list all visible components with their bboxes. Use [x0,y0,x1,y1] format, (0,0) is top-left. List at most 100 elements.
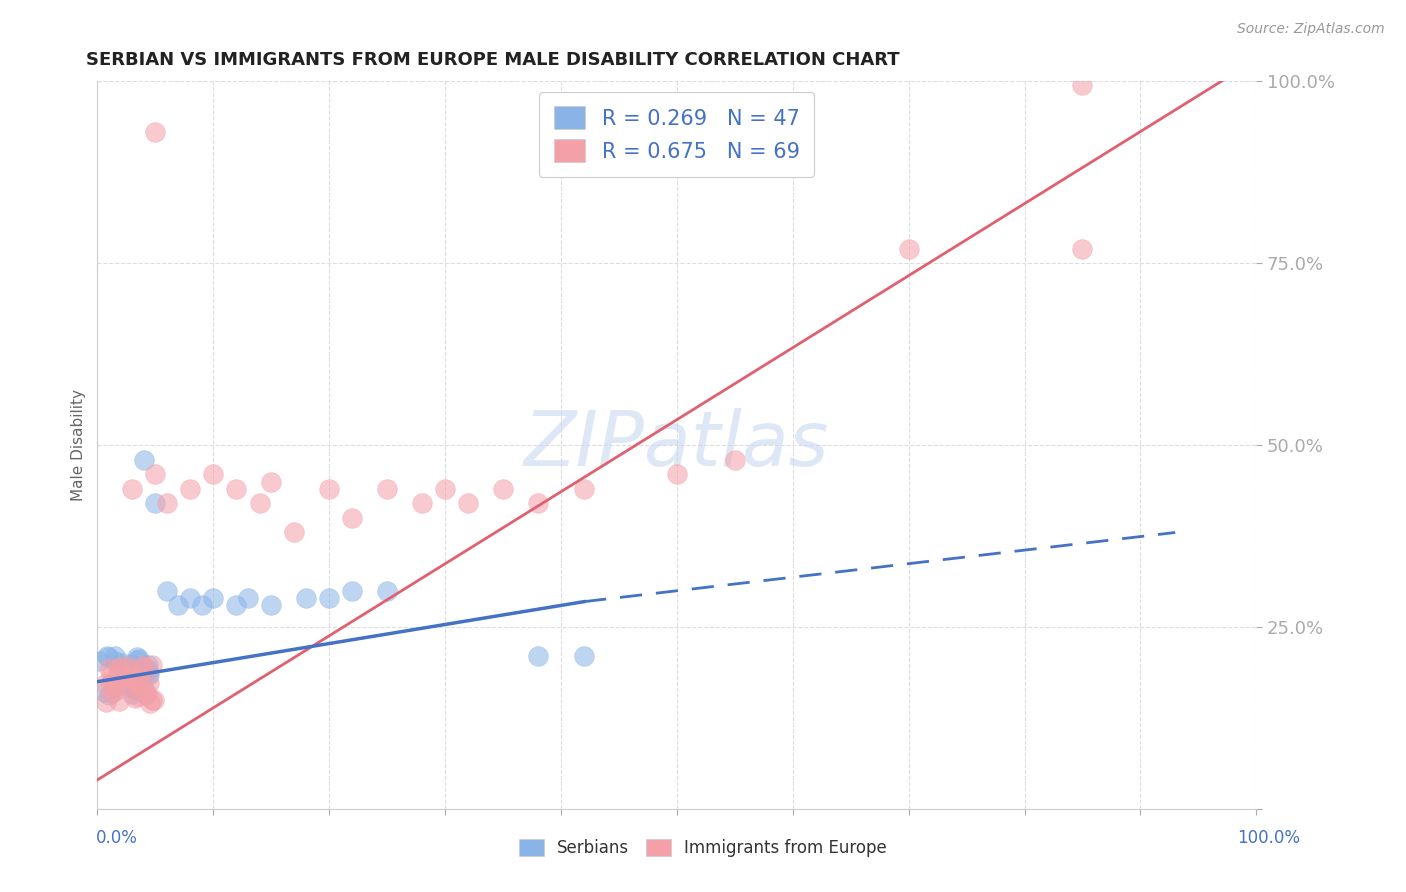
Point [117,667,139,681]
Point [128,671,150,685]
Point [143,496,166,510]
Point [138,668,160,682]
Text: 100.0%: 100.0% [1237,829,1301,847]
Point [104,648,127,663]
Point [127,689,149,703]
Point [225,482,247,496]
Point [110,663,132,677]
Point [143,467,166,482]
Point [156,496,179,510]
Point [121,482,143,496]
Point [179,482,201,496]
Point [897,242,920,256]
Point [98,660,121,674]
Text: 0.0%: 0.0% [96,829,138,847]
Point [202,467,225,482]
Point [190,599,212,613]
Point [101,686,124,700]
Point [121,657,143,672]
Point [318,482,340,496]
Point [93,677,115,691]
Point [94,695,117,709]
Point [572,649,595,664]
Point [122,673,145,687]
Point [105,683,128,698]
Point [434,482,457,496]
Point [607,147,630,161]
Text: SERBIAN VS IMMIGRANTS FROM EUROPE MALE DISABILITY CORRELATION CHART: SERBIAN VS IMMIGRANTS FROM EUROPE MALE D… [86,51,900,69]
Point [120,666,142,681]
Point [236,591,259,605]
Point [115,673,138,688]
Point [105,672,128,686]
Point [132,684,155,698]
Point [167,599,190,613]
Point [375,482,398,496]
Point [135,686,157,700]
Point [111,656,134,670]
Point [120,672,142,686]
Point [1071,78,1094,92]
Point [121,678,143,692]
Point [115,669,138,683]
Point [104,654,127,668]
Point [97,688,120,702]
Point [724,452,747,467]
Point [103,680,125,694]
Point [115,679,138,693]
Point [128,669,150,683]
Point [120,664,142,678]
Point [121,687,143,701]
Point [125,682,148,697]
Point [128,669,150,683]
Legend: R = 0.269   N = 47, R = 0.675   N = 69: R = 0.269 N = 47, R = 0.675 N = 69 [540,92,814,177]
Point [93,685,115,699]
Point [97,649,120,664]
Point [136,663,159,677]
Point [132,452,155,467]
Point [142,693,165,707]
Point [101,676,124,690]
Point [526,496,548,510]
Point [125,653,148,667]
Point [342,583,364,598]
Legend: Serbians, Immigrants from Europe: Serbians, Immigrants from Europe [512,832,894,864]
Point [492,482,515,496]
Point [110,660,132,674]
Point [136,658,159,673]
Point [375,583,398,598]
Point [138,676,160,690]
Point [96,649,118,664]
Point [139,696,162,710]
Point [572,482,595,496]
Point [526,649,548,664]
Point [118,666,141,681]
Point [128,652,150,666]
Point [87,654,110,668]
Point [100,676,122,690]
Point [179,591,201,605]
Point [260,599,283,613]
Point [124,690,146,705]
Point [318,591,340,605]
Text: ZIPatlas: ZIPatlas [524,409,830,483]
Point [124,673,146,688]
Point [107,662,129,676]
Point [132,660,155,674]
Point [115,659,138,673]
Point [118,670,141,684]
Point [249,496,271,510]
Text: Source: ZipAtlas.com: Source: ZipAtlas.com [1237,22,1385,37]
Point [260,475,283,489]
Point [295,591,318,605]
Point [665,467,688,482]
Point [131,658,153,673]
Point [124,681,146,696]
Y-axis label: Male Disability: Male Disability [72,389,86,501]
Point [132,669,155,683]
Point [108,677,131,691]
Point [141,692,163,706]
Point [141,658,163,673]
Point [124,681,146,696]
Point [156,583,179,598]
